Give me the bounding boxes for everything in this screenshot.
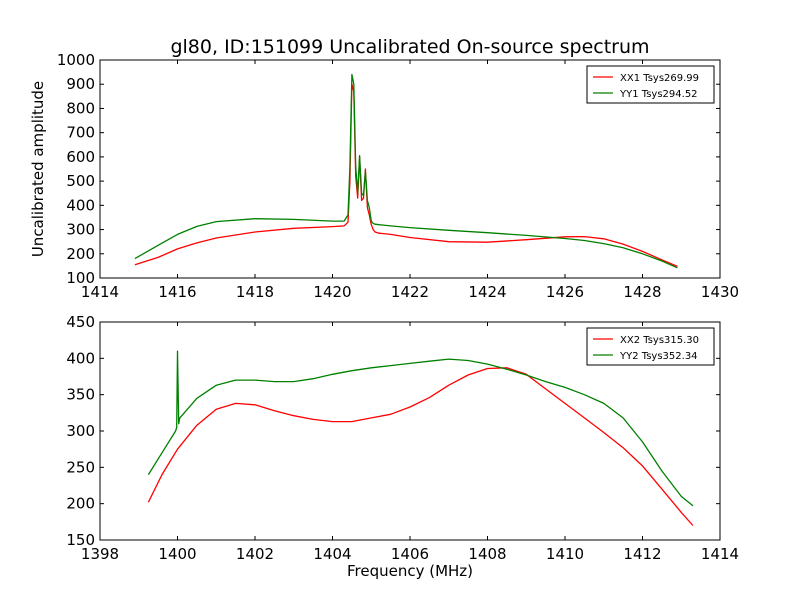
y-tick-label: 1000: [57, 51, 95, 69]
y-tick-label: 400: [66, 196, 95, 214]
legend: XX2 Tsys315.30 YY2 Tsys352.34: [586, 327, 715, 366]
x-tick-label: 1400: [158, 545, 196, 563]
x-tick-label: 1430: [701, 283, 739, 301]
x-tick-label: 1416: [158, 283, 196, 301]
x-tick-label: 1412: [623, 545, 661, 563]
x-tick-label: 1422: [391, 283, 429, 301]
series-line-xx2: [147, 367, 694, 526]
x-tick-label: 1408: [468, 545, 506, 563]
legend-entry: XX1 Tsys269.99: [620, 73, 699, 84]
x-tick-label: 1406: [391, 545, 429, 563]
x-axis-label: Frequency (MHz): [347, 562, 473, 580]
y-tick-label: 450: [66, 313, 95, 331]
y-tick-label: 300: [66, 221, 95, 239]
y-tick-label: 400: [66, 349, 95, 367]
series-line-yy1: [134, 73, 678, 269]
x-tick-label: 1426: [546, 283, 584, 301]
y-tick-label: 600: [66, 148, 95, 166]
y-tick-label: 300: [66, 422, 95, 440]
y-tick-label: 500: [66, 172, 95, 190]
x-tick-label: 1428: [623, 283, 661, 301]
x-tick-label: 1414: [81, 283, 119, 301]
y-tick-label: 700: [66, 124, 95, 142]
y-tick-label: 100: [66, 269, 95, 287]
y-tick-label: 250: [66, 458, 95, 476]
x-tick-label: 1424: [468, 283, 506, 301]
y-tick-label: 900: [66, 75, 95, 93]
x-tick-label: 1398: [81, 545, 119, 563]
y-tick-label: 350: [66, 386, 95, 404]
x-tick-label: 1414: [701, 545, 739, 563]
series-line-xx1: [134, 83, 678, 267]
x-tick-label: 1418: [236, 283, 274, 301]
y-axis-label: Uncalibrated amplitude: [29, 81, 47, 257]
y-tick-label: 200: [66, 245, 95, 263]
y-tick-label: 150: [66, 531, 95, 549]
x-tick-label: 1420: [313, 283, 351, 301]
legend-box: [586, 327, 715, 366]
x-tick-label: 1410: [546, 545, 584, 563]
top-axes: 1414 1416 1418 1420 1422 1424 1426 1428 1430 100 2…: [29, 51, 739, 301]
bottom-axes: 1398 1400 1402 1404 1406 1408 1410 1412 1414 150 2…: [66, 313, 739, 580]
legend: XX1 Tsys269.99 YY1 Tsys294.52: [586, 65, 715, 104]
legend-entry: XX2 Tsys315.30: [620, 335, 699, 346]
chart-title: gl80, ID:151099 Uncalibrated On-source s…: [170, 36, 649, 58]
x-tick-label: 1404: [313, 545, 351, 563]
x-tick-label: 1402: [236, 545, 274, 563]
y-tick-label: 200: [66, 495, 95, 513]
y-tick-label: 800: [66, 99, 95, 117]
legend-entry: YY1 Tsys294.52: [619, 89, 698, 100]
legend-entry: YY2 Tsys352.34: [619, 351, 698, 362]
series-line-yy2: [147, 350, 694, 507]
legend-box: [586, 65, 715, 104]
